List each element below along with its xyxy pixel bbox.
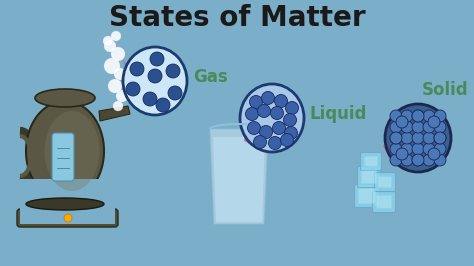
Circle shape <box>423 132 435 144</box>
Polygon shape <box>213 137 265 222</box>
Circle shape <box>64 214 72 222</box>
Polygon shape <box>99 106 130 121</box>
Circle shape <box>271 106 283 119</box>
Polygon shape <box>210 129 268 224</box>
FancyBboxPatch shape <box>373 192 395 213</box>
Circle shape <box>390 143 402 155</box>
Circle shape <box>434 154 446 166</box>
Text: Solid: Solid <box>422 81 469 99</box>
Circle shape <box>401 154 413 166</box>
Ellipse shape <box>26 198 104 210</box>
Polygon shape <box>120 56 145 101</box>
Circle shape <box>156 98 170 112</box>
Circle shape <box>390 154 402 166</box>
Circle shape <box>284 127 298 139</box>
Circle shape <box>111 47 125 61</box>
Bar <box>20 179 115 224</box>
Circle shape <box>412 154 424 166</box>
Circle shape <box>246 107 258 120</box>
Circle shape <box>283 114 297 127</box>
Circle shape <box>401 110 413 122</box>
Circle shape <box>108 79 122 93</box>
FancyBboxPatch shape <box>358 189 375 203</box>
FancyBboxPatch shape <box>361 152 382 171</box>
Circle shape <box>412 110 424 122</box>
Circle shape <box>434 121 446 133</box>
Circle shape <box>257 105 271 118</box>
Ellipse shape <box>123 47 187 115</box>
Circle shape <box>249 95 263 109</box>
FancyBboxPatch shape <box>17 209 118 227</box>
Circle shape <box>274 94 288 107</box>
Circle shape <box>148 69 162 83</box>
Circle shape <box>401 143 413 155</box>
Circle shape <box>268 136 282 149</box>
Circle shape <box>434 132 446 144</box>
Circle shape <box>113 101 123 111</box>
Circle shape <box>401 132 413 144</box>
Circle shape <box>390 110 402 122</box>
Circle shape <box>104 40 116 52</box>
Circle shape <box>434 132 446 144</box>
Circle shape <box>390 132 402 144</box>
Circle shape <box>423 154 435 166</box>
FancyBboxPatch shape <box>379 177 392 188</box>
Polygon shape <box>244 128 267 154</box>
Circle shape <box>396 116 408 128</box>
Circle shape <box>412 143 424 155</box>
Circle shape <box>428 148 440 160</box>
Circle shape <box>281 134 293 147</box>
FancyBboxPatch shape <box>355 185 380 207</box>
Circle shape <box>262 92 274 105</box>
Circle shape <box>104 58 120 74</box>
Circle shape <box>428 116 440 128</box>
Circle shape <box>412 110 424 122</box>
FancyBboxPatch shape <box>365 156 377 167</box>
Circle shape <box>273 122 285 135</box>
Circle shape <box>412 121 424 133</box>
Circle shape <box>166 64 180 78</box>
Polygon shape <box>383 123 395 166</box>
Circle shape <box>168 86 182 100</box>
Circle shape <box>390 132 402 144</box>
Text: Liquid: Liquid <box>310 105 367 123</box>
FancyBboxPatch shape <box>374 172 395 192</box>
FancyBboxPatch shape <box>362 171 376 184</box>
Text: States of Matter: States of Matter <box>109 4 365 32</box>
Circle shape <box>285 102 299 114</box>
Circle shape <box>396 148 408 160</box>
Ellipse shape <box>26 101 104 201</box>
Circle shape <box>143 92 157 106</box>
Circle shape <box>114 68 126 80</box>
Circle shape <box>254 135 266 148</box>
Circle shape <box>423 121 435 133</box>
FancyBboxPatch shape <box>357 167 381 188</box>
Ellipse shape <box>385 104 451 172</box>
Circle shape <box>103 36 113 46</box>
Circle shape <box>434 110 446 122</box>
Text: Gas: Gas <box>193 68 228 86</box>
Circle shape <box>423 143 435 155</box>
Ellipse shape <box>45 111 100 191</box>
Circle shape <box>434 143 446 155</box>
FancyBboxPatch shape <box>376 196 392 209</box>
Ellipse shape <box>240 84 304 152</box>
Circle shape <box>259 126 273 139</box>
Ellipse shape <box>35 89 95 107</box>
Circle shape <box>116 90 128 102</box>
Circle shape <box>401 121 413 133</box>
Circle shape <box>126 82 140 96</box>
Circle shape <box>130 62 144 76</box>
Circle shape <box>423 110 435 122</box>
FancyBboxPatch shape <box>52 133 74 181</box>
Circle shape <box>412 154 424 166</box>
Circle shape <box>111 31 121 41</box>
Circle shape <box>150 52 164 66</box>
Circle shape <box>390 121 402 133</box>
Circle shape <box>247 122 261 135</box>
Circle shape <box>412 132 424 144</box>
